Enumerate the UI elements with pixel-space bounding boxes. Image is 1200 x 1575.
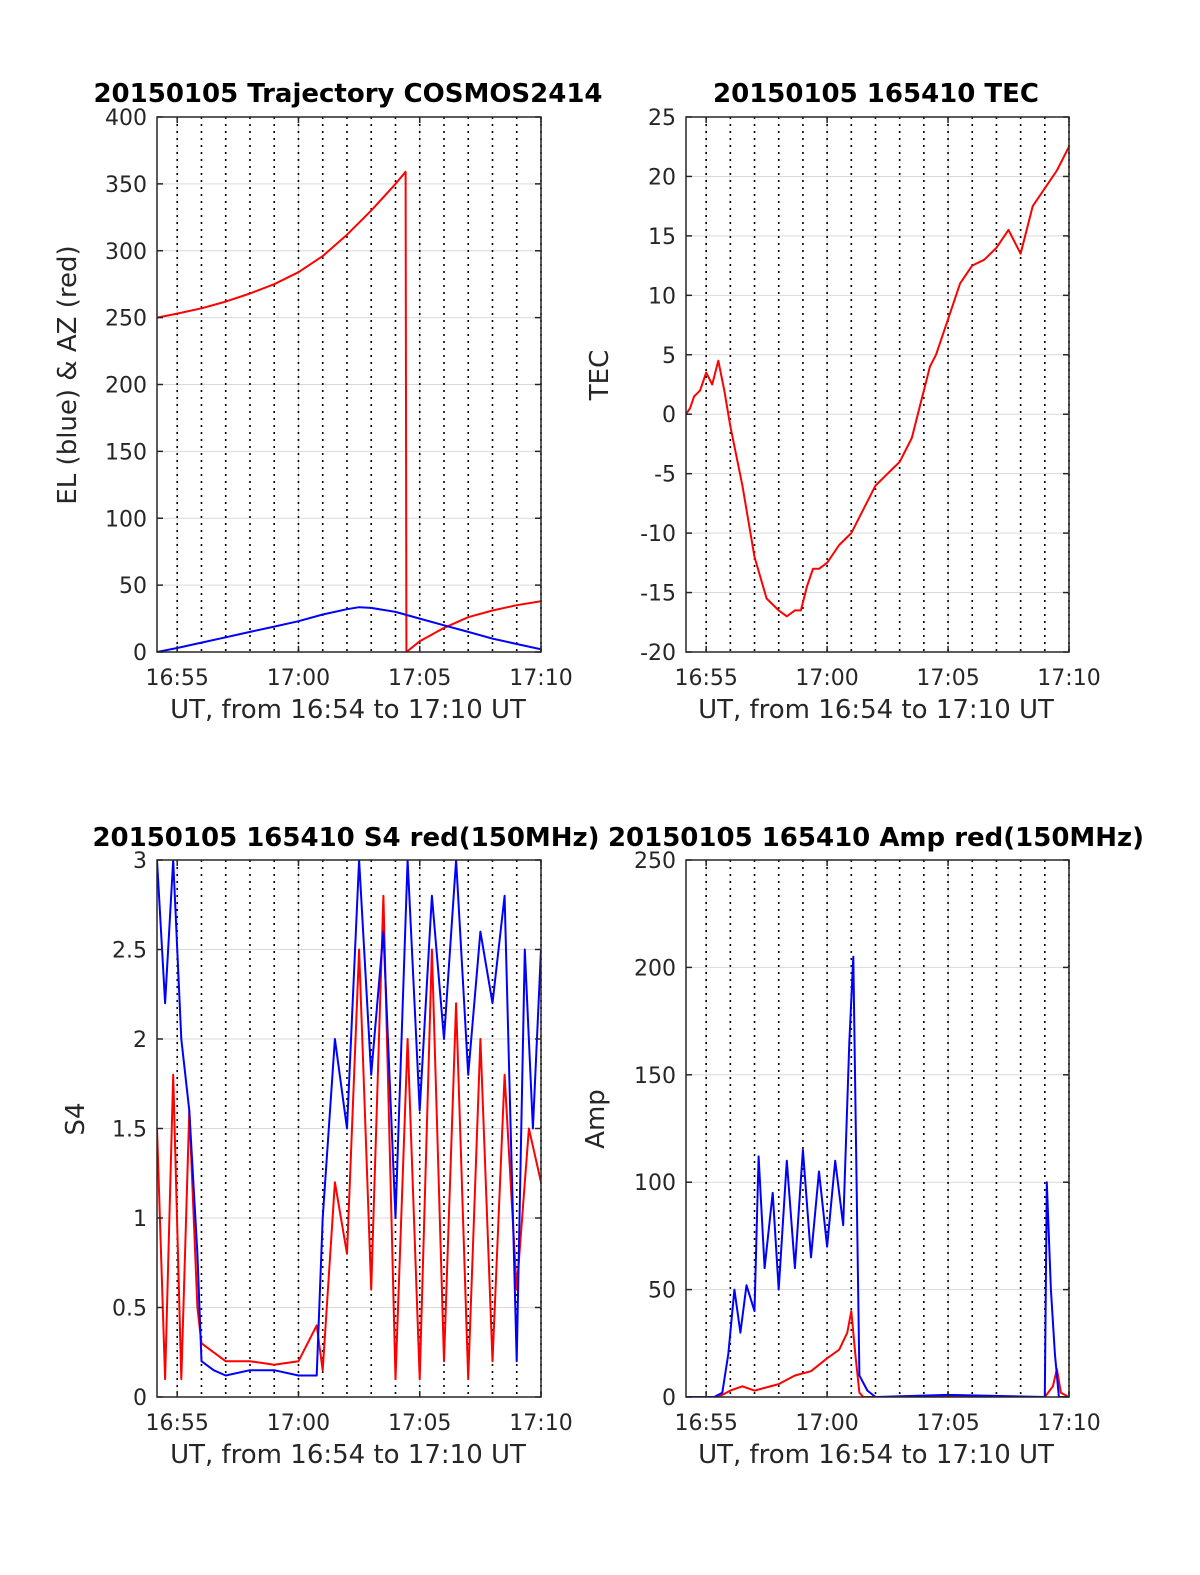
y-tick-label: 2 [133, 1028, 147, 1053]
y-tick-label: 200 [634, 956, 676, 981]
chart-title: 20150105 Trajectory COSMOS2414 [93, 79, 602, 109]
series-line-1 [686, 1310, 1069, 1397]
chart-panel-3: 0 0.5 1 1.5 2 2.5 3 16:55 17:00 17:05 17:10 2015010… [61, 823, 600, 1470]
series-line-2 [157, 860, 541, 1377]
y-tick-label: 100 [634, 1171, 676, 1196]
y-tick-label: -20 [640, 641, 676, 666]
y-tick-label: -10 [640, 522, 676, 547]
y-tick-label: 150 [634, 1064, 676, 1089]
y-tick-label: 250 [634, 849, 676, 874]
series-line-2 [157, 606, 541, 652]
series-line-1 [157, 894, 541, 1381]
y-tick-label: 0 [133, 641, 147, 666]
x-axis-label: UT, from 16:54 to 17:10 UT [698, 1440, 1054, 1470]
x-axis-label: UT, from 16:54 to 17:10 UT [170, 695, 526, 725]
x-axis-label: UT, from 16:54 to 17:10 UT [170, 1440, 526, 1470]
chart-panel-4: 0 50 100 150 200 250 16:55 17:00 17:05 17:10 20150… [581, 823, 1144, 1470]
y-tick-label: 50 [119, 574, 147, 599]
y-tick-label: -5 [654, 463, 676, 488]
series-line-2 [686, 955, 1069, 1397]
x-tick-label: 17:10 [1037, 1411, 1100, 1436]
y-tick-label: 20 [648, 165, 676, 190]
x-tick-label: 16:55 [674, 1411, 737, 1436]
y-tick-label: 50 [648, 1279, 676, 1304]
x-tick-label: 16:55 [146, 666, 209, 691]
chart-title: 20150105 165410 TEC [713, 79, 1039, 109]
y-axis-label: TEC [585, 350, 615, 401]
y-axis-label: EL (blue) & AZ (red) [53, 245, 83, 504]
y-tick-label: 0 [133, 1386, 147, 1411]
y-tick-label: 0 [662, 403, 676, 428]
x-tick-label: 17:10 [509, 1411, 572, 1436]
y-tick-label: 0.5 [112, 1297, 147, 1322]
y-axis-label: S4 [61, 1102, 91, 1135]
y-tick-label: 2.5 [112, 939, 147, 964]
x-tick-label: 16:55 [146, 1411, 209, 1436]
y-tick-label: 10 [648, 284, 676, 309]
y-tick-label: 200 [105, 374, 147, 399]
y-tick-label: 25 [648, 106, 676, 131]
x-tick-label: 17:10 [509, 666, 572, 691]
y-tick-label: 5 [662, 344, 676, 369]
chart-title: 20150105 165410 Amp red(150MHz) [608, 823, 1144, 853]
x-tick-label: 17:00 [267, 666, 330, 691]
axes-frame [685, 116, 1070, 653]
series-line-1 [686, 146, 1069, 618]
x-tick-label: 17:00 [795, 1411, 858, 1436]
x-tick-label: 17:00 [267, 1411, 330, 1436]
x-tick-label: 17:05 [388, 666, 451, 691]
y-tick-label: -15 [640, 582, 676, 607]
x-axis-label: UT, from 16:54 to 17:10 UT [698, 695, 1054, 725]
chart-panel-1: 0 50 100 150 200 250 300 350 400 16:55 17:00 17:05 1… [53, 79, 603, 725]
y-tick-label: 3 [133, 849, 147, 874]
y-tick-label: 100 [105, 507, 147, 532]
x-tick-label: 17:10 [1037, 666, 1100, 691]
y-tick-label: 400 [105, 106, 147, 131]
chart-title: 20150105 165410 S4 red(150MHz) [92, 823, 599, 853]
x-tick-label: 17:05 [388, 1411, 451, 1436]
y-axis-label: Amp [581, 1089, 611, 1149]
chart-panel-2: -20 -15 -10 -5 0 5 10 15 20 25 16:55 17:00 17:05 17:1… [585, 79, 1101, 725]
y-tick-label: 350 [105, 173, 147, 198]
series-line-1 [157, 170, 541, 652]
y-tick-label: 15 [648, 225, 676, 250]
y-tick-label: 300 [105, 240, 147, 265]
y-tick-label: 1 [133, 1207, 147, 1232]
axes-frame [685, 859, 1070, 1398]
y-tick-label: 0 [662, 1386, 676, 1411]
y-tick-label: 1.5 [112, 1118, 147, 1143]
x-tick-label: 17:05 [916, 666, 979, 691]
y-tick-label: 150 [105, 440, 147, 465]
x-tick-label: 16:55 [674, 666, 737, 691]
y-tick-label: 250 [105, 307, 147, 332]
x-tick-label: 17:00 [795, 666, 858, 691]
x-tick-label: 17:05 [916, 1411, 979, 1436]
